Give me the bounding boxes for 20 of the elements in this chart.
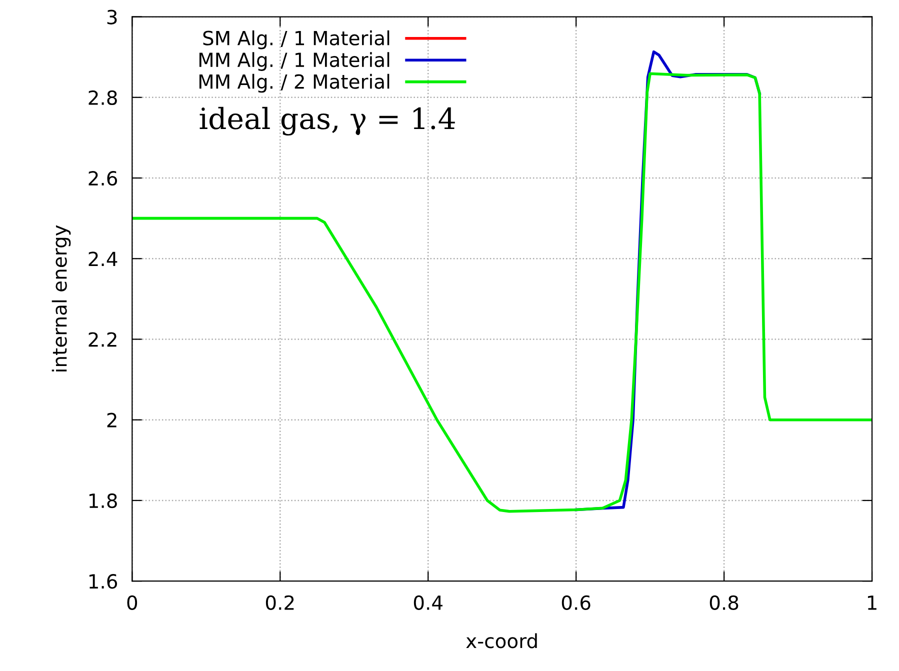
legend-label: MM Alg. / 1 Material xyxy=(199,52,390,71)
y-axis-title: internal energy xyxy=(52,225,71,372)
y-tick-label: 2.8 xyxy=(88,90,117,106)
y-tick-label: 2.6 xyxy=(88,170,118,186)
y-tick-label: 2 xyxy=(107,412,116,428)
y-tick-label: 1.8 xyxy=(89,493,117,508)
x-tick-label: 0.8 xyxy=(710,595,738,610)
x-tick-label: 0.2 xyxy=(266,595,294,610)
x-tick-label: 0.6 xyxy=(562,595,590,610)
x-tick-label: 0.4 xyxy=(414,595,442,610)
y-tick-label: 3 xyxy=(107,10,117,24)
x-tick-label: 0 xyxy=(127,595,138,610)
y-tick-label: 1.6 xyxy=(89,574,118,589)
annotation: ideal gas, γ = 1.4 xyxy=(200,106,455,136)
y-tick-label: 2.2 xyxy=(88,332,116,347)
legend-label: MM Alg. / 2 Material xyxy=(199,74,390,93)
y-tick-label: 2.4 xyxy=(88,252,118,266)
legend-label: SM Alg. / 1 Material xyxy=(203,30,390,50)
x-axis-title: x-coord xyxy=(466,633,537,648)
x-tick-label: 1 xyxy=(868,596,876,610)
